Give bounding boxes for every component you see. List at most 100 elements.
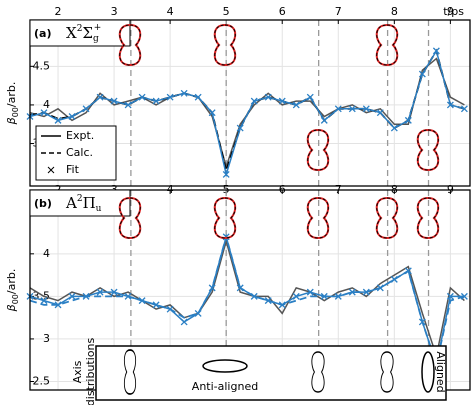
legend-label: Fit xyxy=(66,163,80,176)
fit-marker xyxy=(334,105,342,113)
fit-marker xyxy=(404,267,412,275)
fit-marker xyxy=(460,292,468,300)
state-label: X2Σg+ xyxy=(66,23,101,44)
fit-marker xyxy=(180,89,188,97)
fit-marker xyxy=(390,124,398,132)
fit-marker xyxy=(40,297,48,305)
x-tick-label: 4 xyxy=(167,5,174,18)
legend-label: Calc. xyxy=(66,146,93,159)
y-tick-label: 4 xyxy=(43,98,50,111)
fit-marker xyxy=(432,47,440,55)
y-axis-label: β00/arb. xyxy=(5,269,20,313)
panel-label: (a) xyxy=(34,27,51,40)
x-axis-label: t/ps xyxy=(443,5,464,18)
fit-marker xyxy=(82,105,90,113)
x-tick-label: 8 xyxy=(391,5,398,18)
state-label: A2Πu xyxy=(65,194,102,214)
fit-marker xyxy=(166,93,174,101)
fit-marker xyxy=(306,93,314,101)
fit-marker xyxy=(250,292,258,300)
fit-marker xyxy=(236,124,244,132)
text-part: /arb. xyxy=(5,269,18,294)
fit-marker xyxy=(278,97,286,105)
fit-marker xyxy=(54,301,62,309)
text-part: 2 xyxy=(77,24,83,34)
fit-marker xyxy=(446,101,454,109)
fit-marker xyxy=(208,109,216,117)
fit-marker xyxy=(418,318,426,326)
text-part: Σ xyxy=(82,24,93,42)
fit-marker xyxy=(306,288,314,296)
y-tick-label: 4.5 xyxy=(33,59,51,72)
x-tick-label: 3 xyxy=(111,5,118,18)
fit-marker xyxy=(208,284,216,292)
fit-marker xyxy=(194,93,202,101)
plots: 234567893.544.5(a)X2Σg+β00/arb.t/psExpt.… xyxy=(5,5,471,391)
text-part: A xyxy=(65,194,77,212)
fit-marker xyxy=(138,93,146,101)
fit-marker xyxy=(54,116,62,124)
fit-marker xyxy=(236,284,244,292)
text-part: X xyxy=(66,24,77,42)
y-axis-label: β00/arb. xyxy=(5,82,20,126)
panel-label: (b) xyxy=(34,197,52,210)
fit-marker xyxy=(362,105,370,113)
x-tick-label: 2 xyxy=(55,5,62,18)
text-part: 2 xyxy=(77,194,83,204)
fit-marker xyxy=(82,292,90,300)
fit-marker xyxy=(222,170,230,178)
text-part: 00 xyxy=(11,107,20,117)
fit-marker xyxy=(292,292,300,300)
polar-plots xyxy=(118,24,440,239)
text-part: + xyxy=(94,23,102,33)
fit-marker xyxy=(446,292,454,300)
fit-marker xyxy=(264,93,272,101)
y-tick-label: 4 xyxy=(43,247,50,260)
fit-marker xyxy=(124,101,132,109)
fit-marker xyxy=(264,297,272,305)
fit-marker xyxy=(348,105,356,113)
fit-marker xyxy=(96,288,104,296)
distribution-box: Anti-aligned Aligned Axis distributions xyxy=(71,338,447,405)
panel-label-box xyxy=(29,189,131,217)
fit-marker xyxy=(96,93,104,101)
axis-distributions-label: Axis xyxy=(71,360,84,383)
fit-marker xyxy=(68,113,76,120)
fit-marker xyxy=(40,109,48,117)
fit-marker xyxy=(194,309,202,317)
text-part: β xyxy=(5,117,18,125)
fit-marker xyxy=(320,292,328,300)
fit-marker xyxy=(138,297,146,305)
text-part: u xyxy=(96,204,102,214)
fit-marker xyxy=(68,292,76,300)
fit-marker xyxy=(152,97,160,105)
anti-aligned-label: Anti-aligned xyxy=(192,380,258,393)
fit-marker xyxy=(404,116,412,124)
text-part: g xyxy=(93,34,99,44)
fit-marker xyxy=(110,97,118,105)
plot-frame xyxy=(29,19,471,187)
fit-marker xyxy=(166,305,174,313)
fit-marker xyxy=(110,288,118,296)
axis-distributions-label: distributions xyxy=(84,338,97,405)
x-tick-label: 5 xyxy=(223,5,230,18)
fit-marker xyxy=(376,109,384,117)
y-tick-label: 3 xyxy=(43,332,50,345)
fit-marker xyxy=(362,288,370,296)
fit-marker xyxy=(152,301,160,309)
fit-marker xyxy=(292,101,300,109)
fit-marker xyxy=(348,288,356,296)
text-part: 00 xyxy=(11,294,20,304)
x-tick-label: 9 xyxy=(447,5,454,18)
fit-marker xyxy=(278,301,286,309)
text-part: /arb. xyxy=(5,82,18,107)
fit-marker xyxy=(334,292,342,300)
fit-marker xyxy=(418,70,426,78)
fit-marker xyxy=(460,105,468,113)
fit-marker xyxy=(376,284,384,292)
fit-marker xyxy=(124,292,132,300)
fit-marker xyxy=(320,116,328,124)
y-tick-label: 2.5 xyxy=(33,374,51,387)
x-tick-label: 7 xyxy=(335,5,342,18)
